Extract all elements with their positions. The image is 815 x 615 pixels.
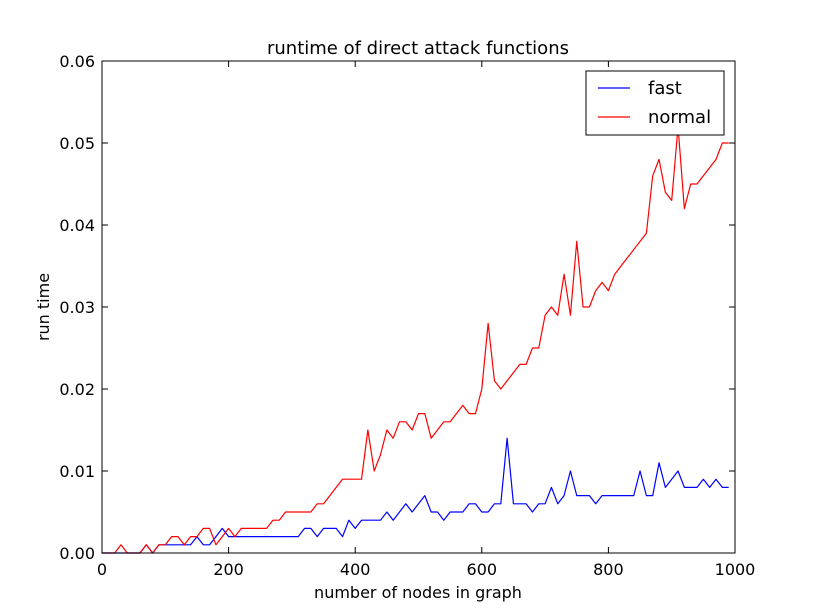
x-axis-label: number of nodes in graph xyxy=(314,583,522,602)
x-tick-label: 0 xyxy=(97,560,107,579)
series-line-fast xyxy=(102,437,729,554)
y-tick-label: 0.06 xyxy=(59,52,95,71)
y-tick-label: 0.00 xyxy=(59,544,95,563)
chart-title: runtime of direct attack functions xyxy=(267,38,569,59)
legend-label-normal: normal xyxy=(648,107,711,128)
y-tick-label: 0.04 xyxy=(59,216,95,235)
x-tick-label: 600 xyxy=(467,560,498,579)
legend-box xyxy=(585,70,725,136)
series-line-normal xyxy=(102,125,729,554)
y-tick-label: 0.05 xyxy=(59,134,95,153)
legend: fast normal xyxy=(585,70,725,136)
x-tick-label: 1000 xyxy=(715,560,756,579)
series-layer xyxy=(102,125,729,554)
plot-frame xyxy=(101,60,736,554)
x-tick-label: 200 xyxy=(213,560,244,579)
y-axis-label: run time xyxy=(34,273,53,341)
y-tick-label: 0.02 xyxy=(59,380,95,399)
x-tick-label: 400 xyxy=(340,560,371,579)
y-tick-label: 0.01 xyxy=(59,462,95,481)
y-tick-label: 0.03 xyxy=(59,298,95,317)
x-tick-label: 800 xyxy=(593,560,624,579)
axes: 0 200 400 600 800 1000 0.00 0.01 0.02 0.03 0.04 0.0… xyxy=(59,52,755,579)
legend-label-fast: fast xyxy=(648,78,682,99)
